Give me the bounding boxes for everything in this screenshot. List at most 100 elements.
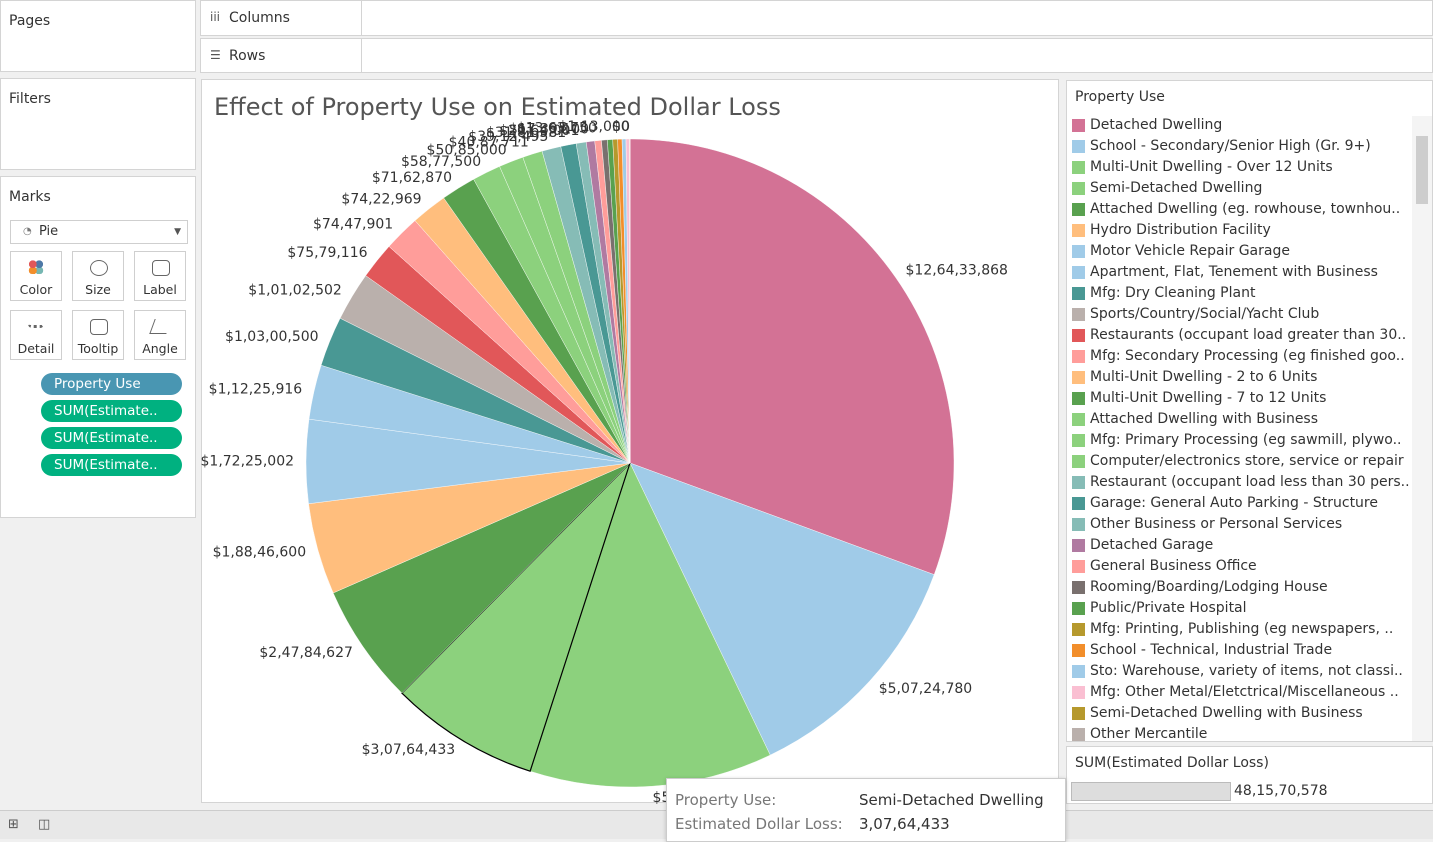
slice-label: $1,88,46,600 (213, 544, 307, 560)
slice-label: $71,62,870 (372, 170, 452, 186)
legend-label: Garage: General Auto Parking - Structure (1090, 495, 1378, 511)
legend-swatch (1072, 203, 1085, 216)
legend-swatch (1072, 371, 1085, 384)
legend-swatch (1072, 119, 1085, 132)
pages-title: Pages (9, 13, 51, 29)
detail-button[interactable]: Detail (10, 310, 62, 360)
size-pill[interactable]: SUM(Estimate.. (41, 427, 182, 449)
label-pill[interactable]: SUM(Estimate.. (41, 454, 182, 476)
mark-type-dropdown[interactable]: Pie ◔ ▼ (10, 220, 188, 244)
legend-label: Hydro Distribution Facility (1090, 222, 1271, 238)
legend-label: Multi-Unit Dwelling - 7 to 12 Units (1090, 390, 1327, 406)
mark-type: Pie (39, 224, 59, 239)
slice-label: $1,13,000 (558, 119, 629, 135)
legend-swatch (1072, 686, 1085, 699)
legend-title: Property Use (1075, 89, 1165, 105)
legend-label: Attached Dwelling with Business (1090, 411, 1319, 427)
columns-icon: iii (210, 10, 221, 24)
button-label: Detail (17, 341, 55, 356)
legend-swatch (1072, 413, 1085, 426)
pill-label: SUM(Estimate.. (54, 430, 158, 446)
legend-label: Mfg: Secondary Processing (eg finished g… (1090, 348, 1405, 364)
pie-slice (529, 462, 771, 788)
legend-label: Restaurant (occupant load less than 30 p… (1090, 474, 1410, 490)
label-button[interactable]: Label (134, 251, 186, 301)
legend-label: Other Business or Personal Services (1090, 516, 1343, 532)
scrollbar[interactable] (1412, 116, 1432, 741)
legend-swatch (1072, 161, 1085, 174)
legend-swatch (1072, 224, 1085, 237)
angle-pill[interactable]: SUM(Estimate.. (41, 400, 182, 422)
rows-shelf[interactable]: ☰ Rows (200, 38, 1433, 73)
slice-label: $1,12,25,916 (209, 381, 303, 397)
legend-label: Mfg: Other Metal/Eletctrical/Miscellaneo… (1090, 684, 1399, 700)
legend-label: Apartment, Flat, Tenement with Business (1090, 264, 1378, 280)
tooltip-key: Property Use: (675, 791, 777, 809)
button-label: Tooltip (77, 341, 119, 356)
slice-label: $0 (612, 119, 630, 135)
scroll-thumb[interactable] (1416, 136, 1428, 204)
legend-swatch (1072, 623, 1085, 636)
legend-swatch (1072, 728, 1085, 741)
legend-label: Attached Dwelling (eg. rowhouse, townhou… (1090, 201, 1401, 217)
legend-label: Mfg: Primary Processing (eg sawmill, ply… (1090, 432, 1402, 448)
legend-label: Semi-Detached Dwelling (1090, 180, 1263, 196)
slice-label: $3,07,64,433 (362, 742, 456, 758)
legend-swatch (1072, 392, 1085, 405)
tooltip-button[interactable]: Tooltip (72, 310, 124, 360)
legend-label: Mfg: Dry Cleaning Plant (1090, 285, 1256, 301)
divider (361, 1, 362, 35)
legend-swatch (1072, 518, 1085, 531)
legend-label: Motor Vehicle Repair Garage (1090, 243, 1290, 259)
pill-label: SUM(Estimate.. (54, 457, 158, 473)
tooltip-value: 3,07,64,433 (859, 815, 950, 833)
divider (361, 39, 362, 72)
filters-shelf[interactable]: Filters (0, 78, 196, 170)
legend-label: Detached Dwelling (1090, 117, 1223, 133)
new-dashboard-button[interactable]: ◫ (38, 817, 51, 832)
legend-swatch (1072, 497, 1085, 510)
legend-swatch (1072, 287, 1085, 300)
legend-label: Multi-Unit Dwelling - 2 to 6 Units (1090, 369, 1318, 385)
pill-label: Property Use (54, 376, 141, 392)
slice-label: $12,64,33,868 (906, 263, 1008, 279)
slice-label: $13,63,750 (517, 121, 597, 137)
pie-slice (629, 462, 935, 756)
button-label: Size (85, 282, 111, 297)
filters-title: Filters (9, 91, 51, 107)
property-use-pill[interactable]: Property Use (41, 373, 182, 395)
slice-label: $1,03,00,500 (225, 329, 319, 345)
legend-swatch (1072, 560, 1085, 573)
color-legend: Property Use Detached Dwelling School - S… (1066, 80, 1433, 742)
button-label: Color (19, 282, 53, 297)
slice-label: $1,01,02,502 (248, 282, 342, 298)
slice-label: $50,85,000 (427, 142, 507, 158)
angle-button[interactable]: Angle (134, 310, 186, 360)
legend-swatch (1072, 476, 1085, 489)
new-sheet-button[interactable]: ⊞ (8, 817, 19, 832)
pie-icon: ◔ (23, 226, 32, 237)
legend-swatch (1072, 350, 1085, 363)
legend-label: Other Mercantile (1090, 726, 1208, 742)
tooltip-key: Estimated Dollar Loss: (675, 815, 843, 833)
legend-swatch (1072, 266, 1085, 279)
size-legend-value: 48,15,70,578 (1234, 783, 1328, 799)
columns-shelf[interactable]: iii Columns (200, 0, 1433, 36)
button-label: Label (143, 282, 177, 297)
legend-label: Sto: Warehouse, variety of items, not cl… (1090, 663, 1403, 679)
size-button[interactable]: Size (72, 251, 124, 301)
tooltip-value: Semi-Detached Dwelling (859, 791, 1044, 809)
color-button[interactable]: Color (10, 251, 62, 301)
chart-title: Effect of Property Use on Estimated Doll… (214, 93, 781, 121)
legend-list: Detached Dwelling School - Secondary/Seni… (1067, 116, 1412, 742)
legend-swatch (1072, 182, 1085, 195)
legend-label: General Business Office (1090, 558, 1257, 574)
rows-label: Rows (229, 48, 266, 64)
slice-label: $17,39,100 (509, 122, 589, 138)
button-label: Angle (142, 341, 178, 356)
legend-swatch (1072, 539, 1085, 552)
legend-swatch (1072, 644, 1085, 657)
legend-swatch (1072, 308, 1085, 321)
slice-label: $40,87,711 (449, 135, 529, 151)
